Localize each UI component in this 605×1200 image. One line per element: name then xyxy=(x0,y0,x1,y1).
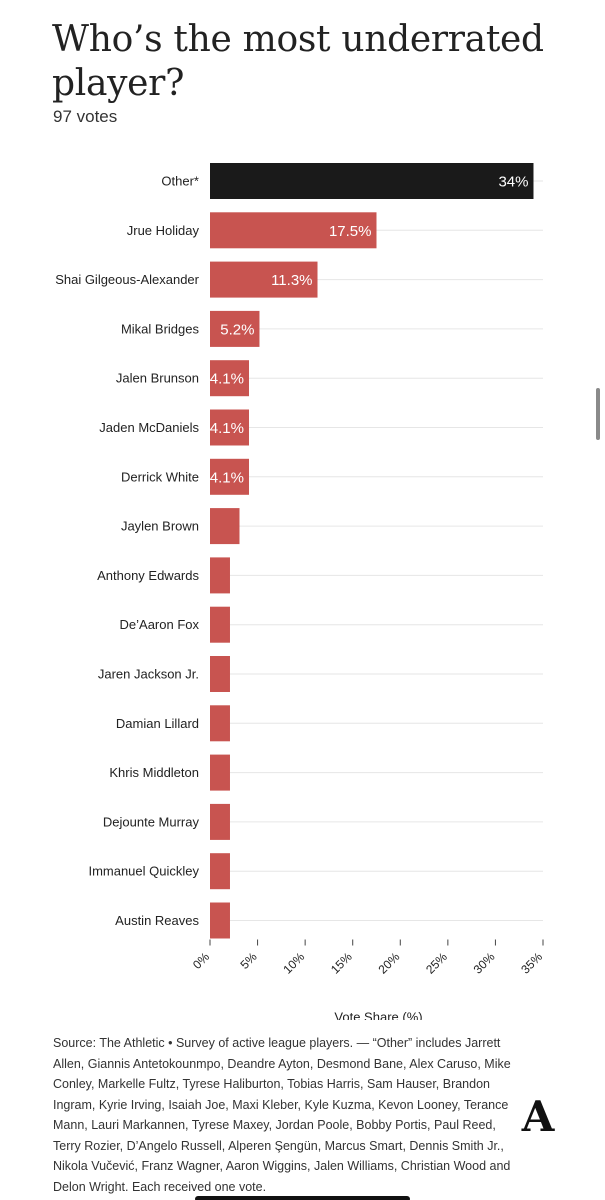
category-label: Damian Lillard xyxy=(116,716,199,731)
bars: 34% 17.5% 11.3% 5.2% 4.1% 4.1% 4.1% xyxy=(210,163,534,939)
logo-letter: A xyxy=(521,1094,556,1136)
bar xyxy=(210,508,240,545)
x-axis-title: Vote Share (%) xyxy=(334,1010,422,1021)
bar xyxy=(210,360,250,397)
category-label: Derrick White xyxy=(121,469,199,484)
category-label: Austin Reaves xyxy=(115,913,199,928)
gridlines xyxy=(210,180,543,921)
tick-label: 30% xyxy=(471,949,498,976)
category-label: Dejounte Murray xyxy=(103,814,200,829)
bar xyxy=(210,902,230,939)
category-label: Jalen Brunson xyxy=(116,371,199,386)
bar xyxy=(210,606,230,643)
bar xyxy=(210,705,230,742)
bar-chart: 34% 17.5% 11.3% 5.2% 4.1% 4.1% 4.1% Other* Jrue… xyxy=(55,163,545,1021)
data-label: 5.2% xyxy=(220,321,254,338)
data-label: 4.1% xyxy=(210,371,244,388)
bar xyxy=(210,557,230,594)
data-label: 11.3% xyxy=(271,272,312,289)
category-label: Jaylen Brown xyxy=(121,519,199,534)
category-label: Jaden McDaniels xyxy=(99,420,199,435)
bar xyxy=(210,310,260,347)
tick-label: 25% xyxy=(423,949,450,976)
bar xyxy=(210,853,230,890)
data-label: 17.5% xyxy=(329,223,372,240)
category-label: Jrue Holiday xyxy=(127,223,200,238)
tick-label: 0% xyxy=(190,949,212,971)
category-label: Shai Gilgeous-Alexander xyxy=(55,272,199,287)
category-label: Anthony Edwards xyxy=(97,568,199,583)
category-label: Immanuel Quickley xyxy=(88,864,199,879)
bar xyxy=(210,409,250,446)
category-label: Other* xyxy=(161,174,199,189)
bar xyxy=(210,261,318,298)
source-note: Source: The Athletic • Survey of active … xyxy=(53,1036,511,1194)
data-label: 4.1% xyxy=(210,420,244,437)
bar xyxy=(210,803,230,840)
tick-label: 10% xyxy=(280,949,307,976)
vote-count: 97 votes xyxy=(53,107,118,126)
category-label: De’Aaron Fox xyxy=(120,617,200,632)
tick-label: 35% xyxy=(518,949,545,976)
category-label: Khris Middleton xyxy=(109,765,199,780)
tick-label: 20% xyxy=(376,949,403,976)
bar xyxy=(210,656,230,692)
bar xyxy=(210,163,534,199)
scrollbar[interactable] xyxy=(596,388,600,440)
category-label: Mikal Bridges xyxy=(121,321,200,336)
tick-label: 5% xyxy=(238,949,260,971)
bar xyxy=(210,212,377,249)
x-axis-ticks: 0% 5% 10% 15% 20% 25% 30% 35% xyxy=(190,939,545,977)
category-labels: Other* Jrue Holiday Shai Gilgeous-Alexande… xyxy=(55,174,199,929)
athletic-logo-icon: A xyxy=(521,1094,556,1136)
home-indicator xyxy=(195,1196,410,1200)
category-label: Jaren Jackson Jr. xyxy=(98,667,199,682)
data-label: 34% xyxy=(498,174,528,191)
data-label: 4.1% xyxy=(210,469,244,486)
tick-label: 15% xyxy=(328,949,355,976)
bar xyxy=(210,458,250,495)
chart-title: Who’s the most underrated player? xyxy=(52,19,544,104)
bar xyxy=(210,754,230,791)
